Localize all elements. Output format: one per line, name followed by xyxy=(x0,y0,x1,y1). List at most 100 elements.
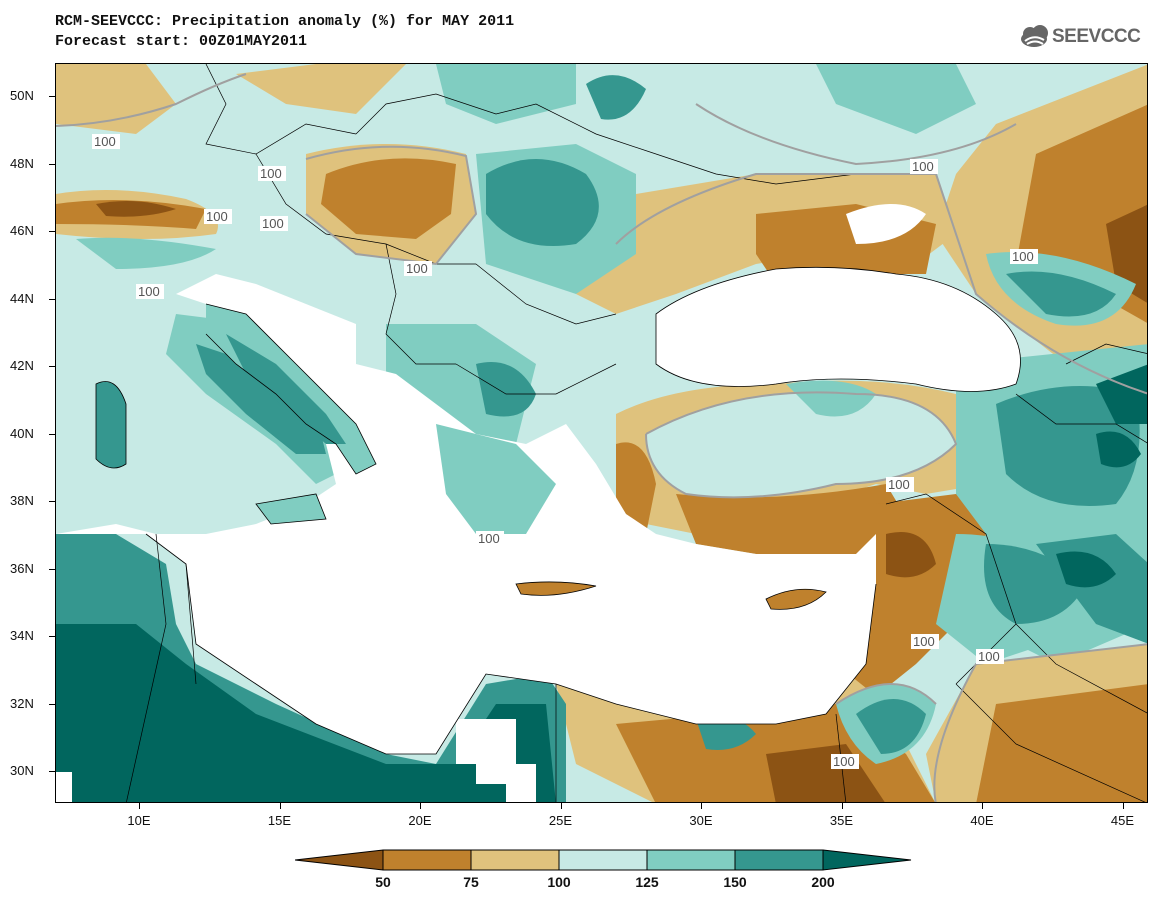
longitude-label: 25E xyxy=(548,813,573,828)
longitude-tick xyxy=(982,803,983,809)
colorbar-segment xyxy=(734,849,824,871)
latitude-tick xyxy=(49,771,55,772)
contour-label: 100 xyxy=(406,261,428,276)
latitude-label: 48N xyxy=(10,155,34,171)
latitude-label: 42N xyxy=(10,358,34,373)
contour-label: 100 xyxy=(260,166,282,181)
longitude-tick xyxy=(279,803,281,809)
anomaly-region xyxy=(96,200,176,217)
anomaly-region xyxy=(476,362,536,417)
contour-label: 100 xyxy=(94,134,116,149)
contour-label: 100 xyxy=(833,754,855,769)
contour-labels: 100 100 100 100 100 100 100 100 100 100 … xyxy=(92,134,1038,769)
latitude-tick xyxy=(49,231,55,232)
latitude-tick xyxy=(49,96,55,97)
cyprus xyxy=(766,589,826,610)
longitude-label: 45E xyxy=(1110,813,1135,828)
latitude-tick xyxy=(49,568,55,570)
anomaly-region xyxy=(976,684,1147,802)
seevccc-logo-icon xyxy=(1021,25,1048,47)
map-area: 100 100 100 100 100 100 100 100 100 100 … xyxy=(55,63,1148,803)
sicily xyxy=(256,494,326,524)
map-title: RCM-SEEVCCC: Precipitation anomaly (%) f… xyxy=(55,13,515,30)
anomaly-region xyxy=(1056,551,1116,588)
anomaly-region xyxy=(56,64,176,134)
anomaly-region xyxy=(436,64,576,124)
anomaly-region xyxy=(886,532,936,578)
colorbar-segment xyxy=(470,849,560,871)
crete xyxy=(516,581,596,596)
anomaly-region xyxy=(786,380,876,417)
anomaly-region xyxy=(646,392,956,498)
anomaly-region xyxy=(816,64,976,134)
colorbar-segment xyxy=(646,849,736,871)
longitude-label: 20E xyxy=(408,813,432,828)
italy-land xyxy=(226,334,346,444)
greece-land xyxy=(436,424,556,534)
anomaly-region xyxy=(1096,431,1141,468)
anomaly-region xyxy=(321,158,456,239)
contour-label: 100 xyxy=(262,216,284,231)
logo-text: SEEVCCC xyxy=(1052,26,1141,47)
contour-label: 100 xyxy=(1012,249,1034,264)
latitude-tick xyxy=(49,433,55,435)
latitude-tick xyxy=(49,366,55,367)
sardinia xyxy=(96,381,126,468)
longitude-tick xyxy=(1122,803,1124,809)
anomaly-region xyxy=(56,624,556,802)
anomaly-region xyxy=(1006,271,1116,317)
longitude-tick xyxy=(701,803,702,809)
anomaly-region xyxy=(616,442,656,534)
longitude-label: 15E xyxy=(267,813,292,828)
country-borders xyxy=(126,64,1147,802)
colorbar-label: 125 xyxy=(635,874,659,890)
anomaly-region xyxy=(846,494,986,704)
longitude-label: 10E xyxy=(127,813,151,828)
latitude-tick xyxy=(49,703,55,705)
anomaly-region xyxy=(856,699,926,754)
contour-label: 100 xyxy=(978,649,1000,664)
contour-label: 100 xyxy=(478,531,500,546)
anomaly-region xyxy=(76,237,216,269)
missing-data xyxy=(56,772,72,802)
latitude-label: 34N xyxy=(10,628,34,643)
latitude-label: 40N xyxy=(10,425,34,441)
latitude-label: 50N xyxy=(10,88,34,103)
latitude-label: 32N xyxy=(10,695,34,711)
anomaly-region xyxy=(676,484,916,554)
contour-label: 100 xyxy=(206,209,228,224)
longitude-label: 30E xyxy=(689,813,713,828)
anomaly-region xyxy=(586,75,646,120)
anomaly-region xyxy=(696,716,756,750)
colorbar-label: 150 xyxy=(723,874,747,890)
longitude-tick xyxy=(139,803,140,809)
colorbar-segment xyxy=(822,849,912,871)
contour-label: 100 xyxy=(138,284,160,299)
colorbar-label: 100 xyxy=(547,874,571,890)
longitude-label: 40E xyxy=(970,813,994,828)
latitude-tick xyxy=(49,636,55,637)
longitude-label: 35E xyxy=(829,813,854,828)
latitude-label: 36N xyxy=(10,560,34,576)
contour-100 xyxy=(56,73,1147,802)
contour-label: 100 xyxy=(912,159,934,174)
colorbar-label: 50 xyxy=(375,874,391,890)
missing-data xyxy=(456,719,536,802)
contour-label: 100 xyxy=(888,477,910,492)
longitude-tick xyxy=(420,803,421,809)
colorbar xyxy=(295,849,912,871)
latitude-label: 44N xyxy=(10,290,34,306)
latitude-tick xyxy=(49,298,55,300)
longitude-tick xyxy=(841,803,843,809)
mediterranean-sea xyxy=(56,274,876,802)
latitude-tick xyxy=(49,501,55,502)
latitude-label: 30N xyxy=(10,763,34,778)
colorbar-label: 200 xyxy=(811,874,835,890)
contour-label: 100 xyxy=(913,634,935,649)
colorbar-segment xyxy=(558,849,648,871)
colorbar-label: 75 xyxy=(463,874,479,890)
forecast-start: Forecast start: 00Z01MAY2011 xyxy=(55,33,308,50)
latitude-label: 46N xyxy=(10,223,34,238)
anomaly-map: 100 100 100 100 100 100 100 100 100 100 … xyxy=(56,64,1147,802)
coastlines xyxy=(95,266,1021,755)
